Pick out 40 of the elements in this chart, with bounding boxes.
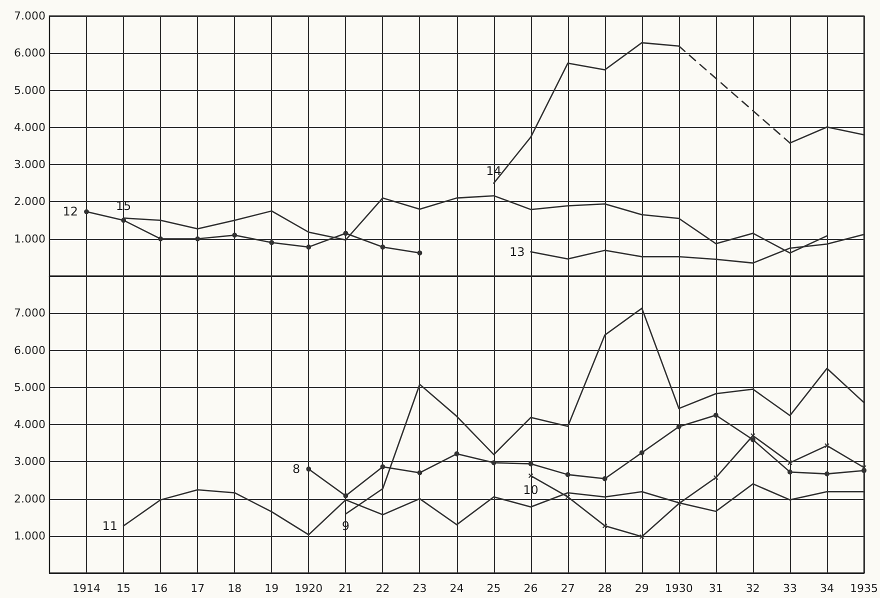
y-tick-label: 1.000 xyxy=(14,529,46,542)
x-tick-label: 27 xyxy=(560,582,575,595)
x-tick-label: 16 xyxy=(154,582,168,595)
x-tick-label: 22 xyxy=(376,582,390,595)
x-tick-label: 32 xyxy=(746,582,760,595)
series-label: 8 xyxy=(292,462,300,476)
x-tick-label: 21 xyxy=(338,582,353,595)
y-tick-label: 3.000 xyxy=(14,158,46,172)
x-tick-label: 24 xyxy=(450,582,464,595)
y-tick-label: 1.000 xyxy=(14,232,46,246)
x-tick-label: 33 xyxy=(782,582,797,595)
x-tick-label: 17 xyxy=(190,582,205,595)
y-tick-label: 5.000 xyxy=(14,380,46,394)
x-tick-label: 29 xyxy=(634,582,649,595)
x-tick-label: 18 xyxy=(228,582,242,595)
series-label: 11 xyxy=(102,518,118,533)
x-tick-label: 1930 xyxy=(664,582,693,595)
x-tick-label: 26 xyxy=(524,582,538,595)
y-tick-label: 2.000 xyxy=(14,195,46,208)
x-tick-label: 1935 xyxy=(850,582,878,595)
x-tick-label: 15 xyxy=(116,582,131,595)
y-tick-label: 7.000 xyxy=(14,10,46,22)
x-tick-label: 1920 xyxy=(294,582,323,595)
y-tick-label: 4.000 xyxy=(14,418,46,431)
x-tick-label: 1914 xyxy=(72,582,101,595)
x-tick-label: 31 xyxy=(708,582,723,595)
y-tick-label: 5.000 xyxy=(14,84,46,97)
series-label: 13 xyxy=(510,244,525,259)
y-tick-label: 7.000 xyxy=(14,306,46,320)
x-tick-label: 23 xyxy=(412,582,427,595)
series-label: 12 xyxy=(62,204,78,219)
x-tick-label: 28 xyxy=(598,582,612,595)
x-tick-label: 34 xyxy=(820,582,834,595)
y-tick-label: 6.000 xyxy=(14,46,46,60)
y-tick-label: 2.000 xyxy=(14,492,46,506)
y-tick-label: 4.000 xyxy=(14,120,46,134)
x-tick-label: 19 xyxy=(264,582,279,595)
y-tick-label: 6.000 xyxy=(14,344,46,357)
y-tick-label: 3.000 xyxy=(14,455,46,468)
x-tick-label: 25 xyxy=(486,582,501,595)
